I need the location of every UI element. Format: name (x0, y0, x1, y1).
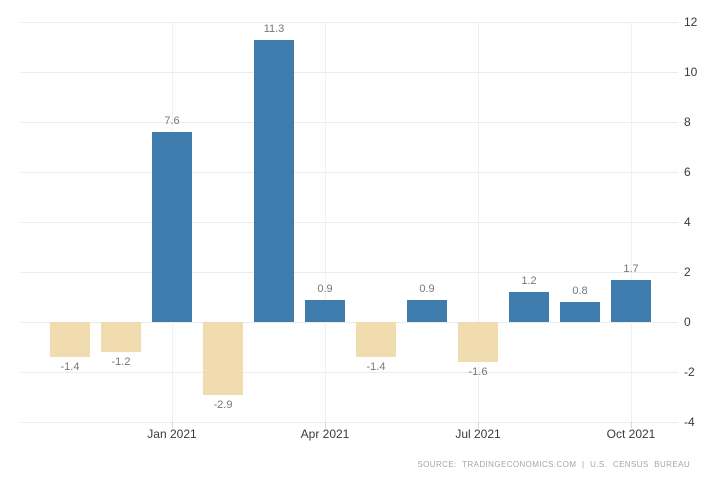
bar[interactable] (254, 39, 294, 322)
y-axis-tick-label: 2 (684, 265, 691, 279)
bar-value-label: -1.4 (366, 361, 386, 373)
bar[interactable] (356, 322, 396, 357)
y-axis-tick-label: 6 (684, 165, 691, 179)
bar[interactable] (509, 292, 549, 322)
y-axis-tick-label: 12 (684, 15, 698, 29)
gridline (21, 322, 678, 323)
gridline (21, 422, 678, 423)
bar[interactable] (407, 299, 447, 322)
x-axis-tick-label: Oct 2021 (606, 427, 656, 441)
bar[interactable] (611, 279, 651, 322)
bar-value-label: 1.7 (623, 262, 639, 275)
gridline (21, 122, 678, 123)
bar-value-label: 0.9 (419, 282, 435, 295)
bar[interactable] (50, 322, 90, 357)
x-axis-tick-label: Apr 2021 (300, 427, 350, 441)
bar[interactable] (203, 322, 243, 395)
bar-value-label: 1.2 (521, 275, 537, 287)
x-axis-tick-mark (325, 422, 326, 428)
bar-value-label: 0.9 (317, 282, 333, 295)
bar-value-label: 0.8 (572, 285, 588, 297)
bar-value-label: -1.6 (468, 366, 488, 378)
gridline (21, 272, 678, 273)
source-credit: SOURCE: TRADINGECONOMICS.COM | U.S. CENS… (417, 460, 690, 469)
gridline (21, 222, 678, 223)
bar-value-label: -1.4 (60, 361, 80, 373)
gridline (325, 22, 326, 422)
y-axis-tick-label: -4 (684, 415, 695, 429)
x-axis-tick-label: Jan 2021 (147, 427, 197, 441)
bar[interactable] (152, 132, 192, 322)
bar[interactable] (458, 322, 498, 362)
y-axis-tick-label: 10 (684, 65, 698, 79)
x-axis-tick-mark (478, 422, 479, 428)
bar-value-label: 7.6 (164, 115, 180, 127)
x-axis-tick-label: Jul 2021 (455, 427, 501, 441)
bar[interactable] (101, 322, 141, 352)
gridline (21, 372, 678, 373)
y-axis-tick-label: 8 (684, 115, 691, 129)
gridline (478, 22, 479, 422)
y-axis-tick-label: 4 (684, 215, 691, 229)
bar[interactable] (560, 302, 600, 322)
gridline (21, 72, 678, 73)
bar-value-label: 11.3 (263, 22, 285, 35)
gridline (21, 172, 678, 173)
y-axis-tick-label: -2 (684, 365, 695, 379)
x-axis-tick-mark (631, 422, 632, 428)
y-axis-tick-label: 0 (684, 315, 691, 329)
gridline (21, 22, 678, 23)
bar-value-label: -2.9 (213, 398, 233, 411)
bar[interactable] (305, 299, 345, 322)
bar-value-label: -1.2 (111, 356, 131, 368)
gridline (631, 22, 632, 422)
x-axis-tick-mark (172, 422, 173, 428)
